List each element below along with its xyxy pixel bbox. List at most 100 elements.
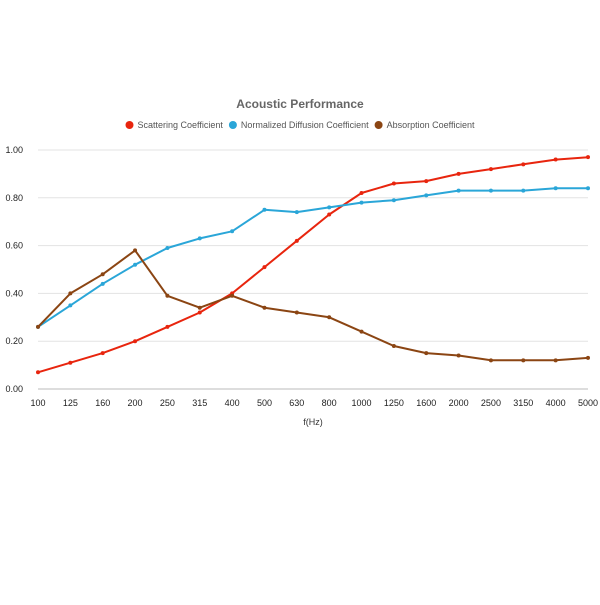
data-point [456, 188, 461, 193]
data-point [68, 303, 73, 308]
legend-item: Scattering Coefficient [125, 120, 224, 130]
x-tick-label: 1000 [352, 398, 372, 408]
series [36, 248, 590, 363]
data-point [327, 212, 332, 217]
data-point [327, 205, 332, 210]
data-point [262, 265, 267, 270]
y-axis-ticks: 0.00 0.20 0.40 0.60 0.80 1.00 [5, 145, 23, 394]
x-tick-label: 2500 [481, 398, 501, 408]
x-tick-label: 5000 [578, 398, 598, 408]
data-point [262, 207, 267, 212]
data-point [488, 167, 493, 172]
data-point [68, 360, 73, 365]
data-point [262, 305, 267, 310]
legend-marker [228, 121, 237, 129]
y-tick-label: 1.00 [5, 145, 23, 155]
data-point [586, 186, 590, 191]
data-point [36, 324, 40, 329]
x-tick-label: 2000 [449, 398, 469, 408]
y-tick-label: 0.60 [5, 241, 23, 251]
data-point [197, 236, 202, 241]
series [36, 186, 590, 329]
gridlines [38, 149, 588, 390]
x-tick-label: 250 [160, 398, 175, 408]
x-tick-label: 800 [322, 398, 337, 408]
data-point [488, 358, 493, 363]
data-point [521, 162, 526, 167]
legend-item: Absorption Coefficient [374, 120, 475, 130]
data-point [456, 353, 461, 358]
data-point [391, 198, 396, 203]
data-point [36, 370, 40, 375]
x-tick-label: 160 [95, 398, 110, 408]
legend-label: Normalized Diffusion Coefficient [241, 120, 369, 130]
series-line [37, 187, 589, 328]
data-point [294, 238, 299, 243]
series-line [37, 249, 589, 362]
data-point [521, 358, 526, 363]
y-tick-label: 0.40 [5, 288, 23, 298]
legend-item: Normalized Diffusion Coefficient [228, 120, 369, 130]
x-tick-label: 500 [257, 398, 272, 408]
data-point [359, 191, 364, 196]
data-point [100, 351, 105, 356]
legend-label: Absorption Coefficient [387, 120, 475, 130]
data-point [165, 293, 170, 298]
series [36, 155, 590, 375]
data-point [424, 179, 429, 184]
data-point [586, 155, 590, 160]
data-point [100, 281, 105, 286]
x-tick-label: 3150 [513, 398, 533, 408]
data-point [359, 200, 364, 205]
data-point [197, 310, 202, 315]
y-tick-label: 0.80 [5, 193, 23, 203]
data-point [424, 193, 429, 198]
chart-title: Acoustic Performance [236, 97, 364, 111]
data-point [197, 305, 202, 310]
data-point [165, 324, 170, 329]
data-point [294, 210, 299, 215]
data-point [165, 245, 170, 250]
legend-marker [125, 121, 134, 129]
x-axis-ticks: 100 125 160 200 250 315 400 500 630 800 1000 1250 16… [30, 398, 598, 408]
series-line [37, 156, 589, 374]
data-point [294, 310, 299, 315]
series-group [36, 155, 590, 375]
data-point [553, 186, 558, 191]
data-point [327, 315, 332, 320]
data-point [424, 351, 429, 356]
x-tick-label: 400 [225, 398, 240, 408]
x-tick-label: 315 [192, 398, 207, 408]
x-tick-label: 630 [289, 398, 304, 408]
data-point [391, 343, 396, 348]
y-tick-label: 0.00 [5, 384, 23, 394]
x-tick-label: 100 [30, 398, 45, 408]
data-point [359, 329, 364, 334]
data-point [68, 291, 73, 296]
data-point [391, 181, 396, 186]
legend: Scattering Coefficient Normalized Diffusi… [125, 120, 475, 130]
x-tick-label: 1600 [416, 398, 436, 408]
data-point [133, 339, 138, 344]
y-tick-label: 0.20 [5, 336, 23, 346]
x-tick-label: 200 [128, 398, 143, 408]
data-point [521, 188, 526, 193]
data-point [230, 229, 235, 234]
x-axis-label: f(Hz) [303, 417, 323, 427]
data-point [488, 188, 493, 193]
data-point [456, 171, 461, 176]
data-point [133, 248, 138, 253]
data-point [100, 272, 105, 277]
x-tick-label: 4000 [546, 398, 566, 408]
legend-label: Scattering Coefficient [138, 120, 224, 130]
x-tick-label: 1250 [384, 398, 404, 408]
data-point [553, 157, 558, 162]
legend-marker [374, 121, 383, 129]
data-point [133, 262, 138, 267]
data-point [230, 293, 235, 298]
data-point [586, 355, 590, 360]
data-point [553, 358, 558, 363]
x-tick-label: 125 [63, 398, 78, 408]
